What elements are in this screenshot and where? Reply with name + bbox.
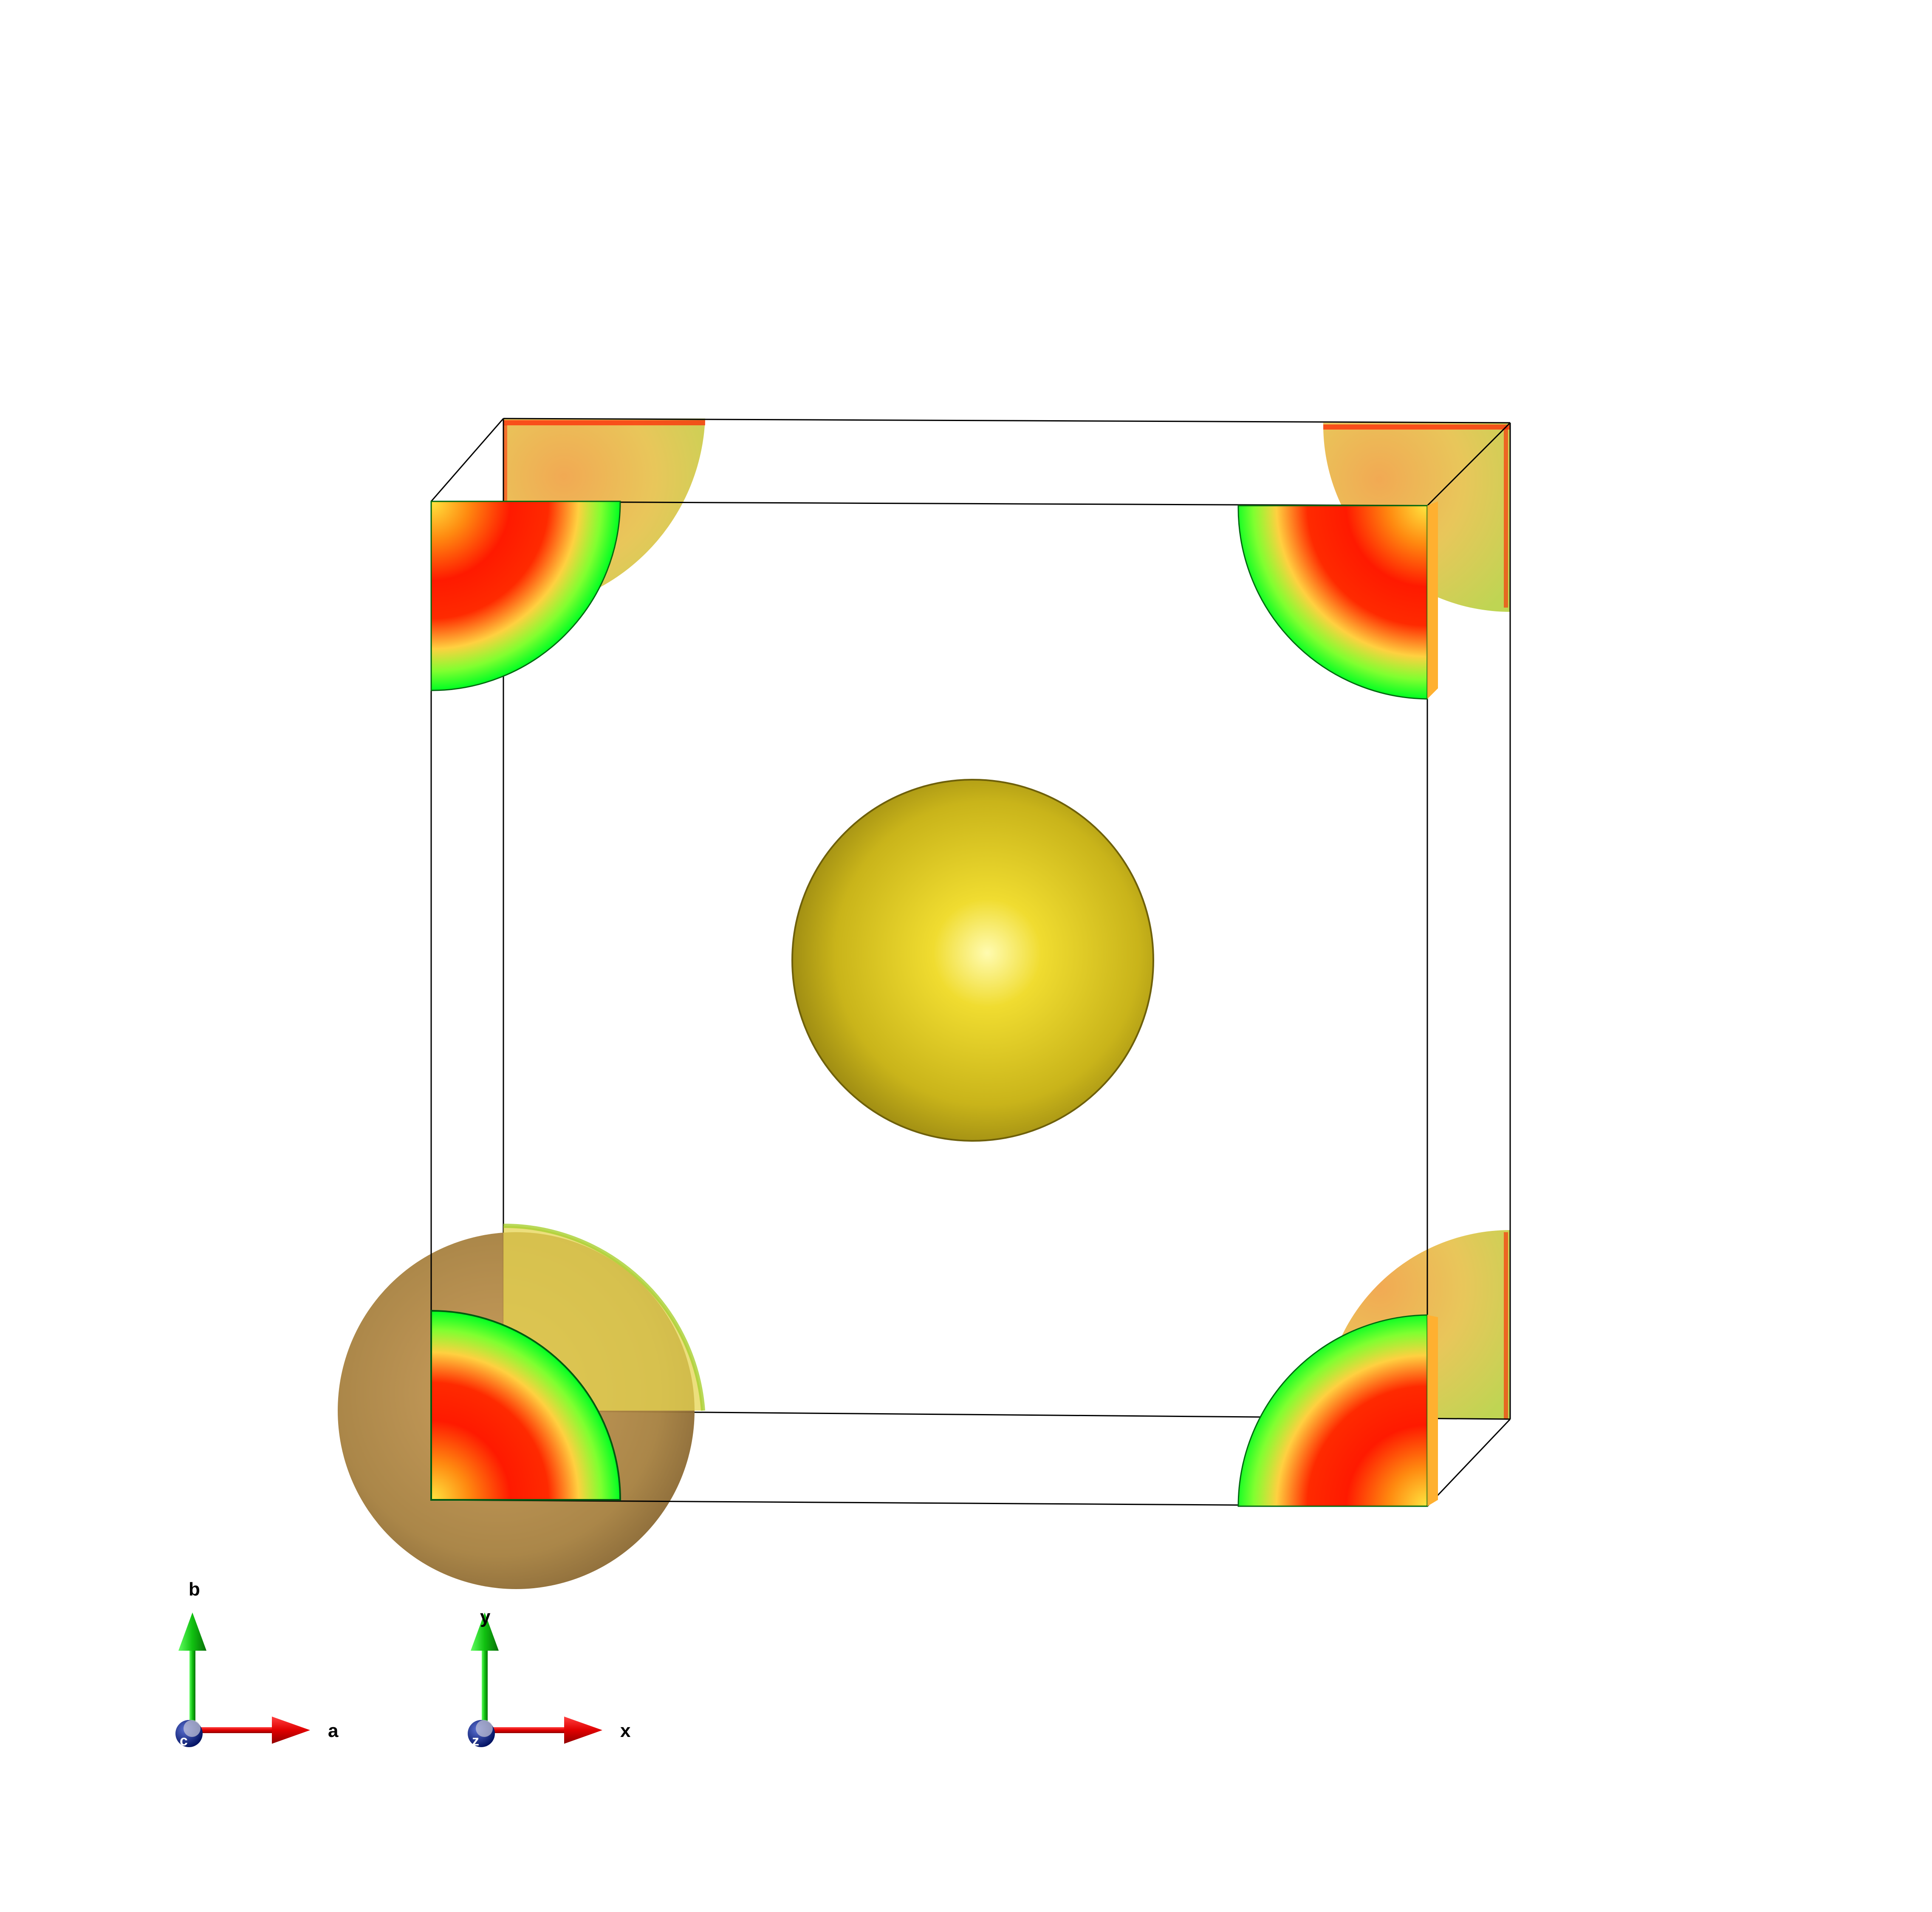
axis-y-shaft [482,1649,488,1729]
axis-z-label: z [472,1733,479,1749]
axis-a-label: a [328,1720,339,1741]
axis-y-arrowhead [471,1612,499,1651]
axis-a-arrowhead [272,1717,310,1744]
cartesian-axes-indicator: y x z [468,1607,631,1749]
corner-section-bottom-left [430,1310,621,1501]
axis-x-arrowhead [564,1717,602,1744]
corner-section-bottom-right [1237,1314,1438,1507]
axis-x-shaft [483,1727,568,1733]
center-atom [791,779,1154,1142]
axis-b-arrowhead [178,1612,206,1651]
axis-a-shaft [191,1727,276,1733]
axis-c-label: c [180,1733,188,1749]
lattice-axes-indicator: b a c [175,1579,339,1749]
corner-section-top-right [1237,501,1438,700]
axis-y-label: y [480,1607,491,1627]
axis-b-shaft [189,1649,195,1729]
axis-x-label: x [620,1720,631,1741]
axis-b-label: b [189,1579,200,1600]
corner-section-top-left [430,501,621,691]
